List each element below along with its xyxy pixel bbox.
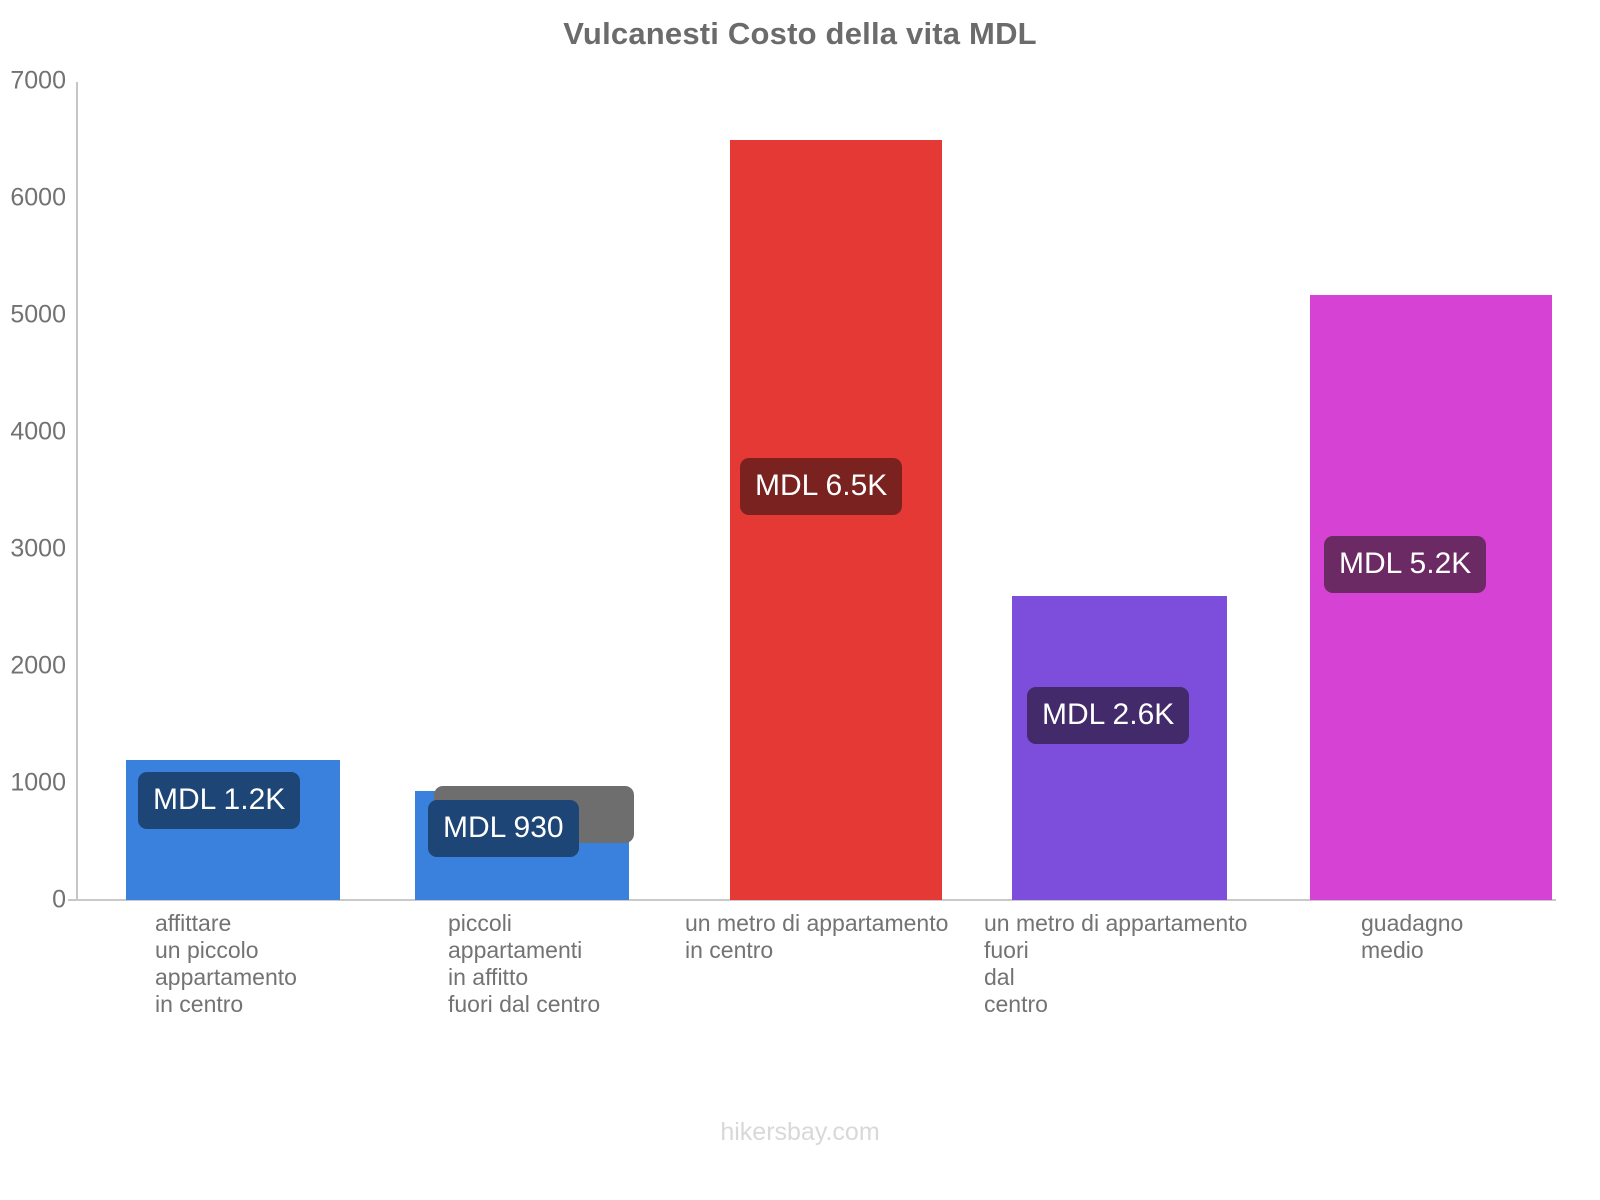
page-title: Vulcanesti Costo della vita MDL: [563, 16, 1037, 51]
y-axis-line: [76, 82, 78, 900]
chart-plot-area: 0 1000 2000 3000 4000 5000 6000 7000 MDL…: [10, 67, 1556, 1017]
bar-value-label-5: MDL 5.2K: [1324, 536, 1487, 593]
y-tick-label-3000: 3000: [10, 534, 66, 563]
y-tick-label-5000: 5000: [10, 300, 66, 329]
site-credit: hikersbay.com: [720, 1118, 880, 1146]
x-category-line: guadagno: [1361, 910, 1464, 936]
x-category-line: centro: [984, 991, 1048, 1017]
x-category-line: un piccolo: [155, 937, 259, 963]
y-tick-label-0: 0: [52, 885, 66, 914]
y-tick-label-6000: 6000: [10, 183, 66, 212]
x-category-line: un metro di appartamento: [984, 910, 1248, 936]
x-category-label-2: piccoli appartamenti in affitto fuori da…: [448, 910, 600, 1018]
y-tick-label-1000: 1000: [10, 768, 66, 797]
x-category-label-1: affittare un piccolo appartamento in cen…: [155, 910, 297, 1018]
x-category-label-5: guadagno medio: [1361, 910, 1463, 964]
y-tick-mark-0: [68, 899, 76, 901]
y-tick-label-4000: 4000: [10, 417, 66, 446]
x-category-line: un metro di appartamento: [685, 910, 949, 936]
x-category-line: dal: [984, 964, 1015, 990]
bar-un-metro-di-appartamento-fuori-dal-centro[interactable]: [1012, 596, 1227, 900]
x-category-line: in affitto: [448, 964, 529, 990]
x-category-line: appartamenti: [448, 937, 583, 963]
bar-un-metro-di-appartamento-in-centro[interactable]: [730, 140, 942, 900]
x-category-line: fuori: [984, 937, 1029, 963]
y-tick-label-2000: 2000: [10, 651, 66, 680]
bar-value-label-2: MDL 930: [428, 800, 579, 857]
x-category-label-3: un metro di appartamento in centro: [685, 910, 948, 964]
bar-value-label-3: MDL 6.5K: [740, 458, 903, 515]
x-axis-line: [68, 899, 1556, 901]
x-category-line: appartamento: [155, 964, 297, 990]
y-tick-label-7000: 7000: [10, 66, 66, 95]
bar-guadagno-medio[interactable]: [1310, 295, 1552, 900]
x-category-line: piccoli: [448, 910, 512, 936]
x-category-line: affittare: [155, 910, 232, 936]
bar-value-label-4: MDL 2.6K: [1027, 687, 1190, 744]
x-category-line: fuori dal centro: [448, 991, 601, 1017]
x-category-line: in centro: [155, 991, 244, 1017]
bar-value-label-1: MDL 1.2K: [138, 772, 301, 829]
x-category-line: in centro: [685, 937, 774, 963]
x-category-line: medio: [1361, 937, 1424, 963]
x-category-label-4: un metro di appartamento fuori dal centr…: [984, 910, 1247, 1018]
